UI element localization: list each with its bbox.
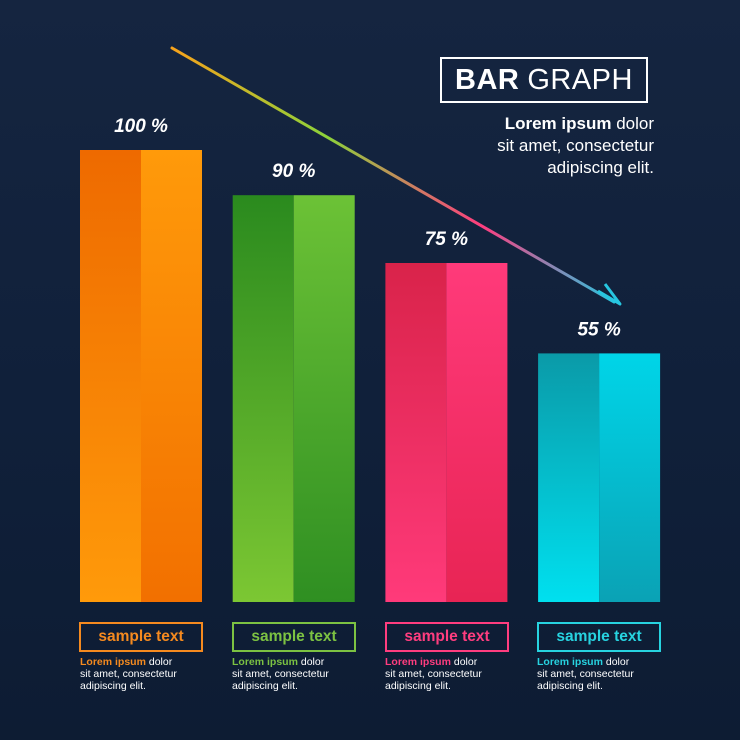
arrow-head-icon [597,283,622,306]
desc-line3: adipiscing elit. [547,158,654,177]
cat-desc-bold: Lorem ipsum [232,656,298,668]
cat-desc-line3: adipiscing elit. [537,680,603,692]
bar-1 [80,150,202,602]
data-label-3: 75 % [425,229,468,250]
bar-face-left [385,263,447,602]
bar-face-right [446,263,508,602]
chart-title: BAR GRAPH [440,57,648,103]
bar-face-right [141,150,202,602]
cat-desc-line3: adipiscing elit. [80,680,146,692]
cat-desc-line2: sit amet, consectetur [537,668,634,680]
bar-3 [385,263,508,602]
category-label-text: sample text [404,628,490,645]
desc-line1-rest: dolor [611,114,654,133]
category-desc-1: Lorem ipsum dolor sit amet, consectetur … [80,656,210,692]
desc-bold: Lorem ipsum [504,114,612,133]
cat-desc-line3: adipiscing elit. [232,680,298,692]
category-label-1: sample text [79,622,203,652]
category-label-2: sample text [232,622,356,652]
cat-desc-bold: Lorem ipsum [385,656,451,668]
cat-desc-rest: dolor [297,656,325,668]
category-label-text: sample text [98,628,184,645]
bar-2 [232,195,355,602]
cat-desc-bold: Lorem ipsum [80,656,146,668]
trend-arrow [170,46,622,306]
category-label-3: sample text [385,622,509,652]
cat-desc-rest: dolor [602,656,630,668]
desc-line2: sit amet, consectetur [497,136,654,155]
category-label-text: sample text [251,628,337,645]
header-description: Lorem ipsum dolor sit amet, consectetur … [394,113,654,179]
cat-desc-rest: dolor [145,656,173,668]
cat-desc-bold: Lorem ipsum [537,656,603,668]
bar-face-left [538,353,600,602]
title-bold: BAR [455,63,520,96]
bar-4 [538,353,661,602]
data-label-2: 90 % [272,161,315,182]
title-light: GRAPH [527,63,633,96]
category-label-4: sample text [537,622,661,652]
cat-desc-line2: sit amet, consectetur [80,668,177,680]
bar-face-right [599,353,661,602]
category-desc-4: Lorem ipsum dolor sit amet, consectetur … [537,656,667,692]
data-labels-layer: 100 % 90 % 75 % 55 % [114,116,621,340]
bar-face-right [293,195,355,602]
bar-face-left [80,150,141,602]
category-label-text: sample text [556,628,642,645]
data-label-1: 100 % [114,116,168,137]
cat-desc-line3: adipiscing elit. [385,680,451,692]
category-desc-2: Lorem ipsum dolor sit amet, consectetur … [232,656,362,692]
category-desc-3: Lorem ipsum dolor sit amet, consectetur … [385,656,515,692]
cat-desc-line2: sit amet, consectetur [232,668,329,680]
data-label-4: 55 % [577,319,620,340]
cat-desc-line2: sit amet, consectetur [385,668,482,680]
cat-desc-rest: dolor [450,656,478,668]
bar-face-left [232,195,294,602]
bars-layer [80,150,661,602]
